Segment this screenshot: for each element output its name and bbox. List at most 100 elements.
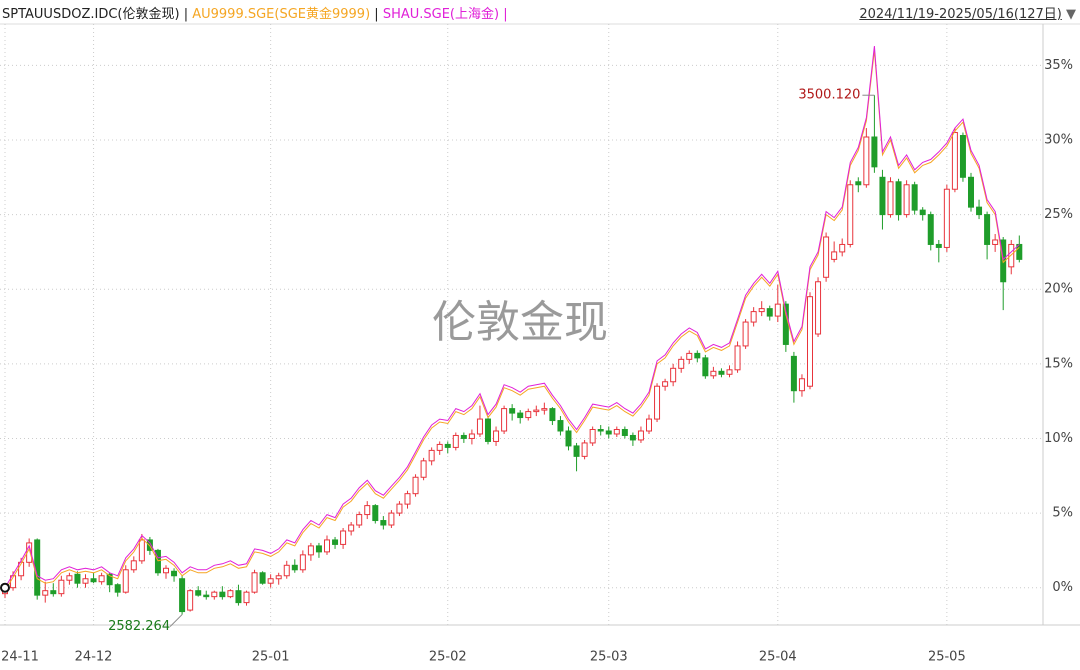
candle-body bbox=[702, 357, 709, 377]
candle-body bbox=[468, 433, 475, 439]
candle-body bbox=[863, 136, 870, 186]
candle-body bbox=[42, 590, 49, 596]
x-tick-label: 25-05 bbox=[928, 650, 966, 665]
candle-body bbox=[646, 418, 652, 432]
candle-body bbox=[388, 512, 395, 526]
candle-body bbox=[943, 188, 950, 248]
candle-body bbox=[436, 443, 443, 451]
candle-body bbox=[267, 578, 274, 584]
candle-body bbox=[662, 381, 669, 387]
min-label: 2582.264 bbox=[108, 619, 170, 634]
y-tick-label: 0% bbox=[1052, 580, 1073, 595]
min-leader bbox=[169, 614, 183, 627]
y-tick-label: 5% bbox=[1052, 506, 1073, 521]
y-tick-label: 25% bbox=[1044, 207, 1073, 222]
candle-body bbox=[243, 591, 250, 604]
candle-body bbox=[315, 545, 322, 553]
candle-body bbox=[130, 560, 137, 571]
date-range[interactable]: 2024/11/19-2025/05/16(127日) bbox=[859, 7, 1062, 22]
candle-body bbox=[847, 184, 854, 245]
candle-body bbox=[420, 460, 427, 478]
candle-body bbox=[879, 176, 886, 216]
candle-body bbox=[307, 545, 314, 556]
x-tick-label: 25-02 bbox=[429, 650, 467, 665]
candle-body bbox=[766, 308, 773, 317]
candle-body bbox=[839, 243, 846, 253]
candle-body bbox=[613, 429, 620, 435]
candle-body bbox=[903, 184, 910, 216]
y-tick-label: 10% bbox=[1044, 431, 1073, 446]
candle-body bbox=[106, 573, 113, 586]
candle-body bbox=[855, 181, 862, 186]
candle-body bbox=[163, 567, 169, 574]
candle-body bbox=[525, 411, 532, 419]
candle-body bbox=[871, 136, 878, 168]
candle-body bbox=[1008, 243, 1015, 268]
candle-body bbox=[452, 434, 459, 448]
candle-body bbox=[283, 564, 290, 577]
candle-body bbox=[404, 493, 411, 505]
date-range-box[interactable]: 2024/11/19-2025/05/16(127日) ▼ bbox=[859, 3, 1076, 22]
candle-body bbox=[18, 561, 25, 577]
candle-body bbox=[790, 355, 797, 392]
candle-body bbox=[179, 578, 186, 613]
candle-body bbox=[154, 549, 161, 574]
candle-body bbox=[815, 281, 822, 335]
candle-body bbox=[911, 184, 918, 211]
candle-body bbox=[501, 408, 508, 432]
series-line bbox=[4, 45, 1020, 588]
candle-body bbox=[565, 430, 572, 447]
candle-body bbox=[291, 564, 298, 571]
candle-body bbox=[823, 236, 830, 278]
candle-body bbox=[670, 367, 677, 383]
series-line bbox=[4, 50, 1020, 591]
dropdown-icon[interactable]: ▼ bbox=[1066, 7, 1076, 22]
candle-body bbox=[251, 572, 258, 593]
candle-body bbox=[356, 514, 363, 526]
candle-body bbox=[348, 524, 355, 532]
candle-body bbox=[734, 345, 741, 371]
candle-body bbox=[460, 434, 467, 439]
candle-body bbox=[678, 358, 685, 369]
y-tick-label: 35% bbox=[1044, 58, 1073, 73]
candle-body bbox=[686, 352, 693, 360]
candle-body bbox=[58, 579, 65, 595]
y-tick-label: 30% bbox=[1044, 132, 1073, 147]
separator: | bbox=[503, 7, 508, 22]
candle-body bbox=[959, 135, 966, 178]
candle-body bbox=[146, 539, 153, 551]
candle-body bbox=[517, 412, 524, 419]
candle-body bbox=[710, 370, 717, 377]
candle-body bbox=[581, 442, 588, 457]
separator: | bbox=[374, 7, 379, 22]
candle-body bbox=[541, 408, 548, 411]
candle-body bbox=[750, 311, 757, 323]
candle-body bbox=[485, 418, 491, 442]
y-tick-label: 20% bbox=[1044, 282, 1073, 297]
candle-body bbox=[50, 590, 57, 595]
watermark: 伦敦金现 bbox=[432, 297, 608, 348]
candle-body bbox=[951, 132, 958, 190]
candle-body bbox=[476, 418, 483, 435]
candle-body bbox=[557, 420, 564, 432]
candle-body bbox=[694, 352, 701, 359]
candle-body bbox=[509, 408, 516, 414]
candle-body bbox=[235, 590, 242, 604]
candle-body bbox=[324, 539, 330, 553]
candle-body bbox=[219, 591, 226, 598]
candle-body bbox=[493, 430, 500, 442]
candle-body bbox=[1016, 243, 1023, 260]
candle-body bbox=[74, 573, 81, 584]
candle-body bbox=[629, 434, 636, 441]
separator: | bbox=[183, 7, 189, 22]
candle-body bbox=[935, 243, 942, 248]
candle-body bbox=[927, 214, 934, 245]
candle-body bbox=[533, 409, 540, 413]
candle-body bbox=[589, 429, 596, 444]
candle-body bbox=[187, 590, 194, 611]
x-tick-label: 25-03 bbox=[590, 650, 628, 665]
candle-body bbox=[742, 321, 749, 347]
candle-body bbox=[171, 570, 178, 577]
